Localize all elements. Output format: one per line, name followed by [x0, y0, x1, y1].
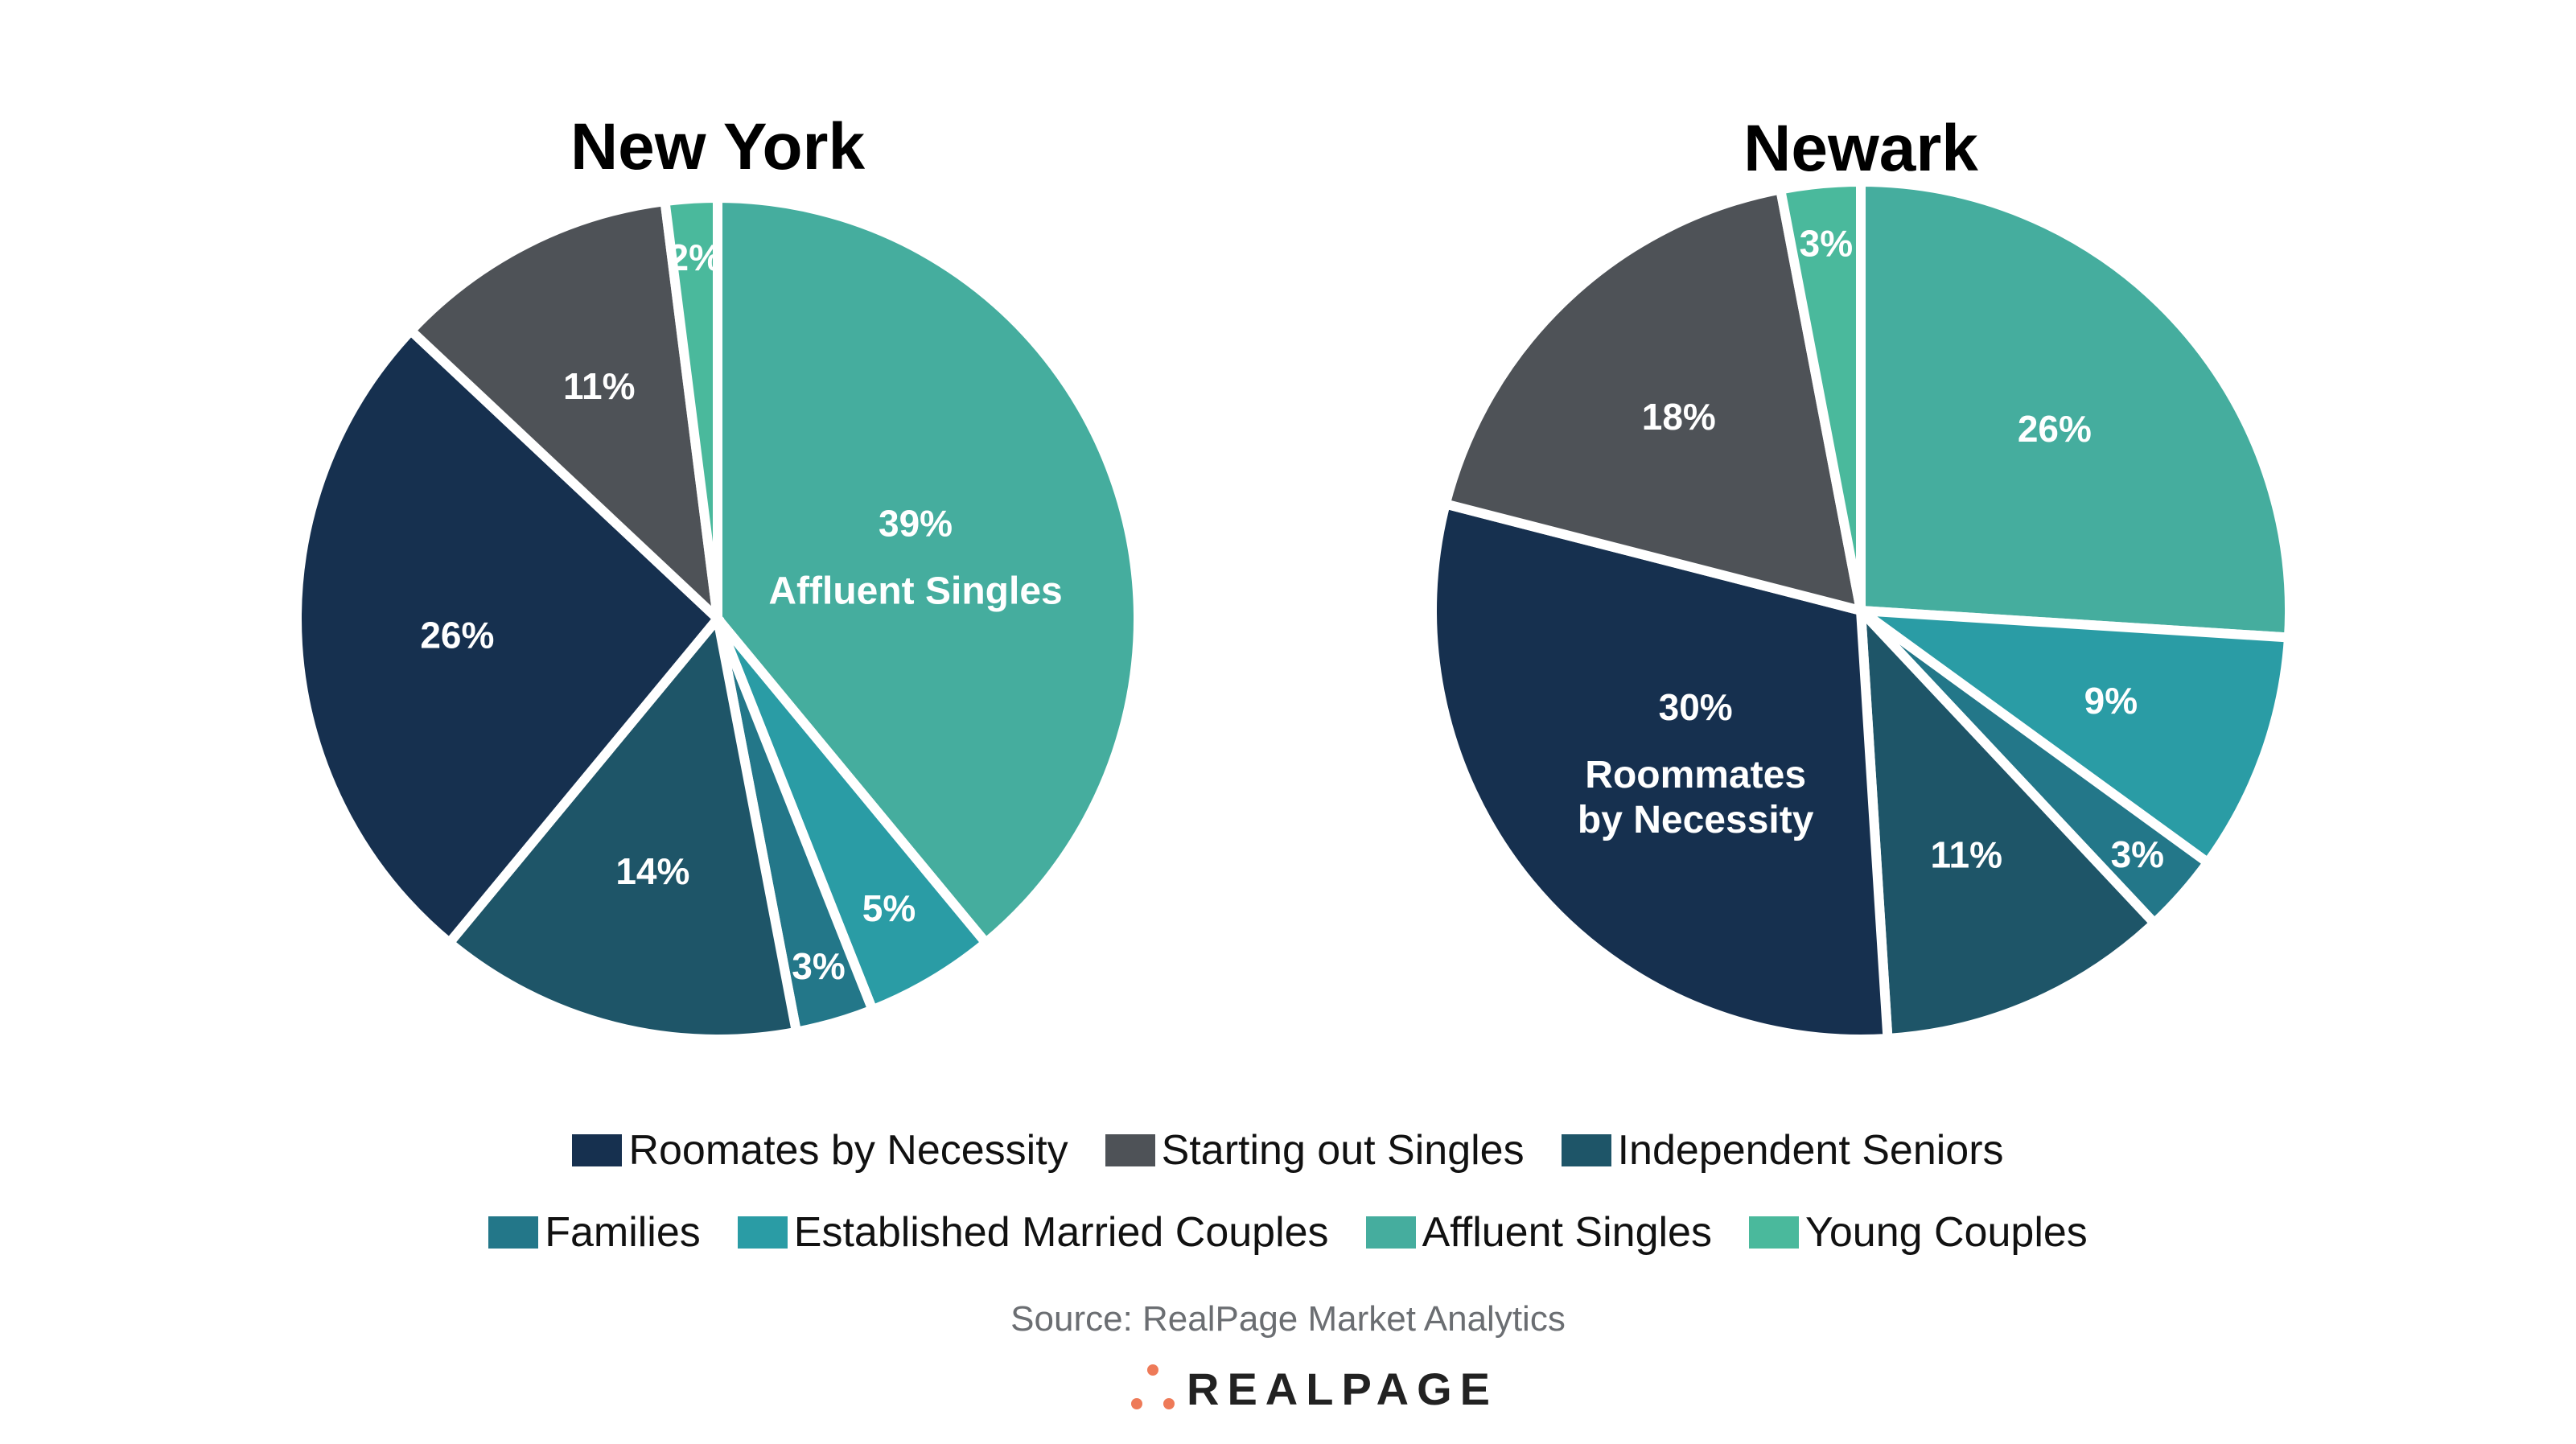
slice-sublabel: by Necessity: [1578, 799, 1814, 841]
slice-label: 14%: [615, 850, 689, 892]
slice-label: 5%: [862, 887, 916, 929]
pie-slice: [1854, 597, 2162, 1044]
pie-slice: [404, 195, 725, 631]
pie-slice: [659, 192, 722, 619]
pie-title: New York: [570, 110, 866, 183]
slice-sublabel: Roommates: [1585, 754, 1806, 796]
legend-label: Established Married Couples: [793, 1209, 1329, 1256]
pie-slice: [1427, 498, 1893, 1044]
legend-row: Roomates by Necessity Starting out Single…: [0, 1126, 2576, 1175]
pie-slice: [292, 323, 725, 950]
source-note: Source: RealPage Market Analytics: [1010, 1299, 1566, 1339]
legend-swatch: [737, 1216, 788, 1249]
pie-charts: New York 39% Affluent Singles 5% 3% 14% 26% 11%…: [292, 110, 2294, 1044]
logo-dots-icon: [1131, 1364, 1175, 1409]
legend-item: Established Married Couples: [737, 1208, 1329, 1257]
pie-0: New York 39% Affluent Singles 5% 3% 14% 26% 11%…: [292, 110, 1143, 1044]
legend-swatch: [1561, 1134, 1611, 1166]
legend-item: Independent Seniors: [1561, 1126, 2004, 1175]
legend-item: Affluent Singles: [1365, 1208, 1712, 1257]
realpage-logo: REALPAGE: [1130, 1364, 1498, 1412]
slice-label: 9%: [2084, 680, 2138, 722]
slice-label: 3%: [1800, 223, 1853, 265]
legend-label: Independent Seniors: [1617, 1127, 2004, 1174]
slice-label: 3%: [2111, 833, 2164, 875]
legend-label: Starting out Singles: [1161, 1127, 1525, 1174]
legend-label: Roomates by Necessity: [628, 1127, 1068, 1174]
legend-row: Families Established Married Couples Afflu…: [0, 1208, 2576, 1257]
slice-sublabel: Affluent Singles: [768, 570, 1062, 612]
legend-label: Young Couples: [1804, 1209, 2088, 1256]
slice-label: 18%: [1642, 396, 1716, 438]
legend-item: Young Couples: [1748, 1208, 2088, 1257]
legend-item: Families: [488, 1208, 701, 1257]
pie-slice: [1775, 176, 1866, 612]
pie-slice: [1439, 183, 1867, 618]
legend-swatch: [1105, 1134, 1155, 1166]
legend-swatch: [572, 1134, 623, 1166]
legend-label: Families: [545, 1209, 701, 1256]
legend-swatch: [1748, 1216, 1799, 1249]
legend-swatch: [488, 1216, 539, 1249]
slice-label: 30%: [1659, 686, 1733, 728]
legend-item: Starting out Singles: [1105, 1126, 1525, 1175]
pie-slice: [442, 607, 803, 1044]
slice-label: 3%: [792, 945, 845, 987]
pie-slice: [1856, 176, 2294, 643]
slice-label: 11%: [563, 365, 636, 407]
legend-item: Roomates by Necessity: [572, 1126, 1068, 1175]
pie-title: Newark: [1743, 112, 1978, 185]
slice-label: 26%: [2018, 408, 2092, 450]
slice-label: 39%: [879, 502, 953, 544]
legend-label: Affluent Singles: [1422, 1209, 1712, 1256]
logo-text: REALPAGE: [1187, 1364, 1498, 1414]
legend-swatch: [1365, 1216, 1416, 1249]
slice-label: 11%: [1930, 833, 2002, 875]
slice-label: 2%: [669, 237, 722, 278]
pie-slice: [713, 192, 1143, 950]
slice-label: 26%: [420, 614, 494, 656]
pie-slice: [1844, 604, 2294, 870]
